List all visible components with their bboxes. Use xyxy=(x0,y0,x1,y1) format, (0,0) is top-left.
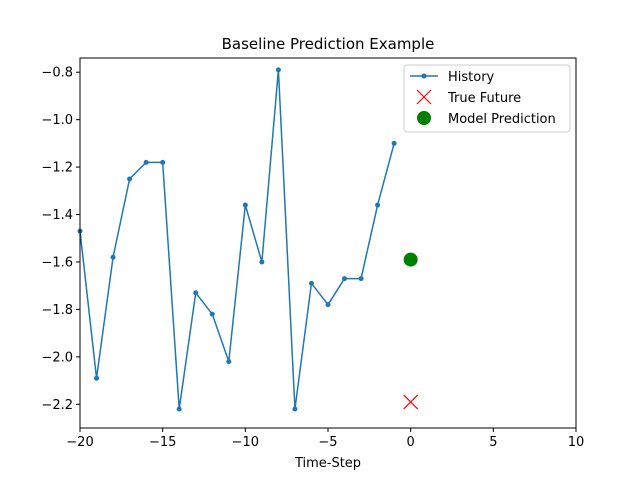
legend-history-dot xyxy=(421,73,427,79)
y-tick-label: −1.2 xyxy=(41,161,73,176)
series-history-point xyxy=(292,406,298,412)
series-history-point xyxy=(160,159,166,165)
x-tick-label: 10 xyxy=(568,435,585,450)
series-history-point xyxy=(325,302,331,308)
series-history-point xyxy=(342,276,348,282)
legend-true-future-label: True Future xyxy=(447,91,521,106)
series-history-point xyxy=(375,202,381,208)
x-tick-label: −20 xyxy=(66,435,93,450)
series-history-point xyxy=(209,311,215,317)
series-history-point xyxy=(275,67,281,73)
series-history-line xyxy=(79,69,395,410)
series-history-point xyxy=(193,290,199,296)
y-axis-ticks: −2.2 −2.0 −1.8 −1.6 −1.4 −1.2 −1.0 −0.8 xyxy=(41,66,80,413)
series-history-point xyxy=(176,406,182,412)
legend-model-prediction-marker xyxy=(417,111,431,125)
series-history-point xyxy=(94,375,100,381)
series-history-point xyxy=(143,159,149,165)
series-history-point xyxy=(242,202,248,208)
legend-box xyxy=(403,64,571,133)
y-tick-label: −1.0 xyxy=(41,113,73,128)
plot-area xyxy=(77,67,419,412)
series-history-point xyxy=(127,176,133,182)
y-tick-label: −2.2 xyxy=(41,398,73,413)
x-tick-label: −15 xyxy=(149,435,176,450)
axes-frame xyxy=(79,57,577,429)
legend: History True Future Model Prediction xyxy=(403,64,571,133)
chart-title: Baseline Prediction Example xyxy=(222,35,435,53)
x-tick-label: −10 xyxy=(232,435,259,450)
series-history-point xyxy=(391,140,397,146)
x-tick-label: 0 xyxy=(407,435,415,450)
legend-model-prediction-label: Model Prediction xyxy=(448,112,556,127)
x-axis-label: Time-Step xyxy=(294,456,361,471)
y-tick-label: −2.0 xyxy=(41,350,73,365)
legend-history-label: History xyxy=(448,70,495,85)
series-history-point xyxy=(110,254,116,260)
series-history-point xyxy=(308,280,314,286)
series-history-point xyxy=(259,259,265,265)
series-true-future-marker xyxy=(403,394,419,410)
x-axis-ticks: −20 −15 −10 −5 0 5 10 xyxy=(66,428,584,450)
y-tick-label: −1.8 xyxy=(41,303,73,318)
y-tick-label: −1.6 xyxy=(41,255,73,270)
series-history-point xyxy=(358,276,364,282)
y-tick-label: −0.8 xyxy=(41,66,73,81)
x-tick-label: 5 xyxy=(489,435,497,450)
x-tick-label: −5 xyxy=(318,435,337,450)
series-model-prediction-marker xyxy=(403,252,418,267)
y-tick-label: −1.4 xyxy=(41,208,73,223)
legend-true-future-marker xyxy=(416,89,432,105)
series-history-point xyxy=(226,359,232,365)
